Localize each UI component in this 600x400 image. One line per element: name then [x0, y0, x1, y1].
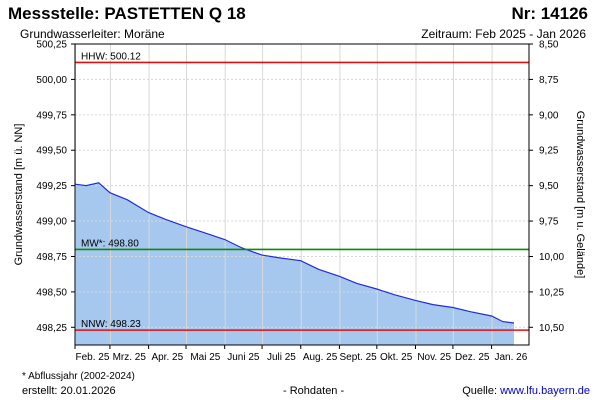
left-tick-label: 500,25 [36, 40, 67, 51]
left-tick-label: 498,50 [36, 287, 67, 298]
left-tick-label: 498,25 [36, 323, 67, 334]
x-tick-label: Nov. 25 [417, 352, 451, 363]
x-tick-label: Apr. 25 [151, 352, 183, 363]
created-date: erstellt: 20.01.2026 [22, 385, 116, 397]
reference-label-mw: MW*: 498.80 [81, 238, 139, 249]
y-axis-title-right: Grundwasserstand [m u. Gelände] [574, 111, 586, 279]
left-tick-label: 499,50 [36, 146, 67, 157]
raw-data-note: - Rohdaten - [283, 385, 345, 397]
left-tick-label: 499,75 [36, 110, 67, 121]
right-tick-label: 10,25 [539, 287, 564, 298]
right-tick-label: 8,50 [539, 40, 559, 51]
x-tick-label: Jan. 26 [495, 352, 528, 363]
series-area [75, 182, 514, 345]
left-tick-label: 498,75 [36, 252, 67, 263]
right-tick-label: 9,25 [539, 146, 559, 157]
y-axis-title-left: Grundwasserstand [m ü. NN] [13, 124, 25, 266]
source-line: Quelle: www.lfu.bayern.de [462, 385, 590, 397]
right-tick-label: 9,75 [539, 217, 559, 228]
x-tick-label: Mai 25 [190, 352, 220, 363]
reference-label-nnw: NNW: 498.23 [81, 319, 141, 330]
x-tick-label: Feb. 25 [76, 352, 110, 363]
series-line [74, 182, 515, 324]
right-tick-label: 9,00 [539, 110, 559, 121]
left-tick-label: 499,25 [36, 181, 67, 192]
period-label: Zeitraum: Feb 2025 - Jan 2026 [421, 27, 586, 41]
right-tick-label: 8,75 [539, 75, 559, 86]
source-label: Quelle: [462, 385, 501, 397]
right-tick-label: 9,50 [539, 181, 559, 192]
x-tick-label: Okt. 25 [380, 352, 413, 363]
page-title: Messstelle: PASTETTEN Q 18 [8, 4, 246, 23]
x-tick-label: Mrz. 25 [113, 352, 147, 363]
x-tick-label: Aug. 25 [303, 352, 338, 363]
x-tick-label: Juli 25 [267, 352, 296, 363]
right-tick-label: 10,50 [539, 323, 564, 334]
reference-label-hhw: HHW: 500.12 [81, 51, 141, 62]
source-link[interactable]: www.lfu.bayern.de [500, 385, 590, 397]
x-tick-label: Juni 25 [227, 352, 260, 363]
left-tick-label: 499,00 [36, 217, 67, 228]
plot-frame [74, 43, 530, 346]
aquifer-label: Grundwasserleiter: Moräne [20, 27, 165, 41]
station-number: Nr: 14126 [511, 4, 588, 23]
x-tick-label: Dez. 25 [455, 352, 490, 363]
right-tick-label: 10,00 [539, 252, 564, 263]
footnote: * Abflussjahr (2002-2024) [22, 371, 135, 382]
left-tick-label: 500,00 [36, 75, 67, 86]
x-tick-label: Sept. 25 [339, 352, 377, 363]
